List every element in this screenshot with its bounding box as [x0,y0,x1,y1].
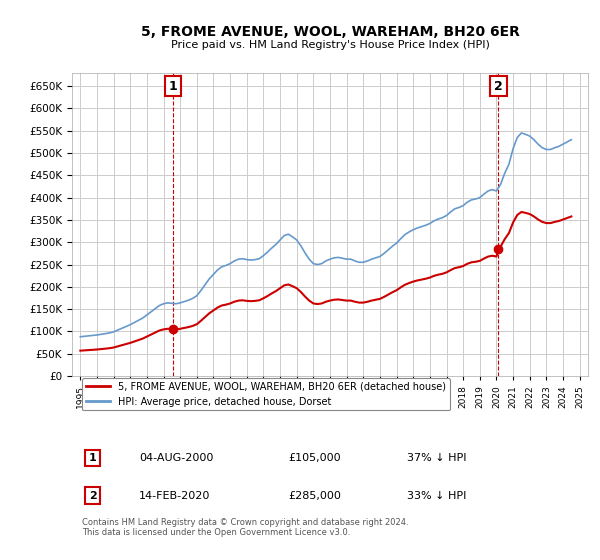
Text: Price paid vs. HM Land Registry's House Price Index (HPI): Price paid vs. HM Land Registry's House … [170,40,490,50]
Text: £105,000: £105,000 [289,453,341,463]
Text: Contains HM Land Registry data © Crown copyright and database right 2024.
This d: Contains HM Land Registry data © Crown c… [82,518,409,537]
Text: 04-AUG-2000: 04-AUG-2000 [139,453,214,463]
Text: 14-FEB-2020: 14-FEB-2020 [139,491,211,501]
Text: 5, FROME AVENUE, WOOL, WAREHAM, BH20 6ER: 5, FROME AVENUE, WOOL, WAREHAM, BH20 6ER [140,25,520,39]
Text: 2: 2 [89,491,97,501]
Text: 37% ↓ HPI: 37% ↓ HPI [407,453,467,463]
Text: £285,000: £285,000 [289,491,341,501]
Text: 1: 1 [89,453,97,463]
Text: 33% ↓ HPI: 33% ↓ HPI [407,491,467,501]
Text: 1: 1 [169,80,178,92]
Legend: 5, FROME AVENUE, WOOL, WAREHAM, BH20 6ER (detached house), HPI: Average price, d: 5, FROME AVENUE, WOOL, WAREHAM, BH20 6ER… [82,378,450,410]
Text: 2: 2 [494,80,503,92]
